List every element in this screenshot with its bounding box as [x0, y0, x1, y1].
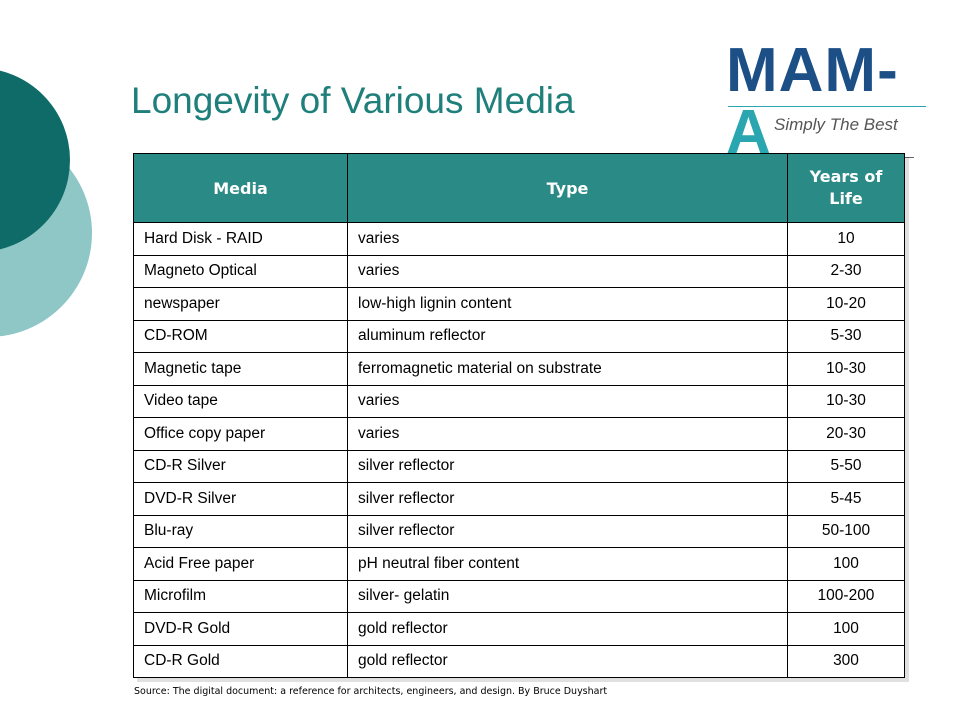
cell-type: gold reflector	[347, 644, 788, 678]
cell-media: Hard Disk - RAID	[133, 222, 348, 256]
logo-tagline: Simply The Best	[774, 115, 898, 134]
cell-media: CD-ROM	[133, 319, 348, 353]
slide-title: Longevity of Various Media	[131, 80, 575, 121]
cell-media: DVD-R Silver	[133, 482, 348, 516]
table-row: CD-ROM aluminum reflector 5-30	[133, 319, 905, 353]
cell-media: CD-R Silver	[133, 449, 348, 483]
cell-years: 5-45	[787, 482, 905, 516]
table-row: DVD-R Silver silver reflector 5-45	[133, 482, 905, 516]
table-row: Magnetic tape ferromagnetic material on s…	[133, 352, 905, 386]
cell-years: 100	[787, 612, 905, 646]
cell-media: Video tape	[133, 384, 348, 418]
cell-type: varies	[347, 384, 788, 418]
header-type: Type	[347, 153, 788, 223]
cell-type: silver reflector	[347, 482, 788, 516]
table-row: Microfilm silver- gelatin 100-200	[133, 579, 905, 613]
cell-type: varies	[347, 222, 788, 256]
source-citation: Source: The digital document: a referenc…	[134, 686, 608, 697]
cell-years: 100	[787, 547, 905, 581]
table-row: Blu-ray silver reflector 50-100	[133, 514, 905, 548]
cell-type: pH neutral fiber content	[347, 547, 788, 581]
cell-media: Microfilm	[133, 579, 348, 613]
cell-years: 5-50	[787, 449, 905, 483]
cell-years: 300	[787, 644, 905, 678]
cell-media: Office copy paper	[133, 417, 348, 451]
logo-wordmark-main: MAM-	[726, 36, 899, 105]
cell-type: silver- gelatin	[347, 579, 788, 613]
cell-type: ferromagnetic material on substrate	[347, 352, 788, 386]
cell-type: silver reflector	[347, 449, 788, 483]
cell-media: Blu-ray	[133, 514, 348, 548]
table-row: Acid Free paper pH neutral fiber content 1…	[133, 547, 905, 581]
table-row: DVD-R Gold gold reflector 100	[133, 612, 905, 646]
table-row: Hard Disk - RAID varies 10	[133, 222, 905, 256]
cell-type: silver reflector	[347, 514, 788, 548]
light-teal-circle	[0, 129, 92, 337]
dark-teal-circle	[0, 70, 70, 250]
cell-media: newspaper	[133, 287, 348, 321]
cell-type: varies	[347, 417, 788, 451]
cell-media: Acid Free paper	[133, 547, 348, 581]
table-body: Hard Disk - RAID varies 10 Magneto Optical v…	[133, 222, 905, 678]
table-row: newspaper low-high lignin content 10-20	[133, 287, 905, 321]
cell-type: varies	[347, 254, 788, 288]
cell-years: 10-20	[787, 287, 905, 321]
mam-a-logo: MAM-A Simply The Best	[718, 38, 938, 164]
table-header-row: Media Type Years of Life	[133, 153, 905, 223]
table-row: CD-R Silver silver reflector 5-50	[133, 449, 905, 483]
cell-years: 2-30	[787, 254, 905, 288]
cell-media: Magneto Optical	[133, 254, 348, 288]
cell-years: 100-200	[787, 579, 905, 613]
cell-media: CD-R Gold	[133, 644, 348, 678]
cell-media: Magnetic tape	[133, 352, 348, 386]
table-row: Video tape varies 10-30	[133, 384, 905, 418]
cell-years: 10-30	[787, 384, 905, 418]
cell-years: 10-30	[787, 352, 905, 386]
table-row: Magneto Optical varies 2-30	[133, 254, 905, 288]
cell-years: 50-100	[787, 514, 905, 548]
media-longevity-table: Media Type Years of Life Hard Disk - RAI…	[133, 153, 905, 678]
logo-wordmark: MAM-A	[726, 40, 938, 164]
cell-type: low-high lignin content	[347, 287, 788, 321]
table-row: Office copy paper varies 20-30	[133, 417, 905, 451]
header-media: Media	[133, 153, 348, 223]
logo-rule	[728, 106, 926, 107]
cell-type: gold reflector	[347, 612, 788, 646]
cell-type: aluminum reflector	[347, 319, 788, 353]
divider-tick	[902, 157, 914, 158]
cell-years: 5-30	[787, 319, 905, 353]
cell-media: DVD-R Gold	[133, 612, 348, 646]
cell-years: 10	[787, 222, 905, 256]
header-years-of-life: Years of Life	[787, 153, 905, 223]
table-row: CD-R Gold gold reflector 300	[133, 644, 905, 678]
cell-years: 20-30	[787, 417, 905, 451]
